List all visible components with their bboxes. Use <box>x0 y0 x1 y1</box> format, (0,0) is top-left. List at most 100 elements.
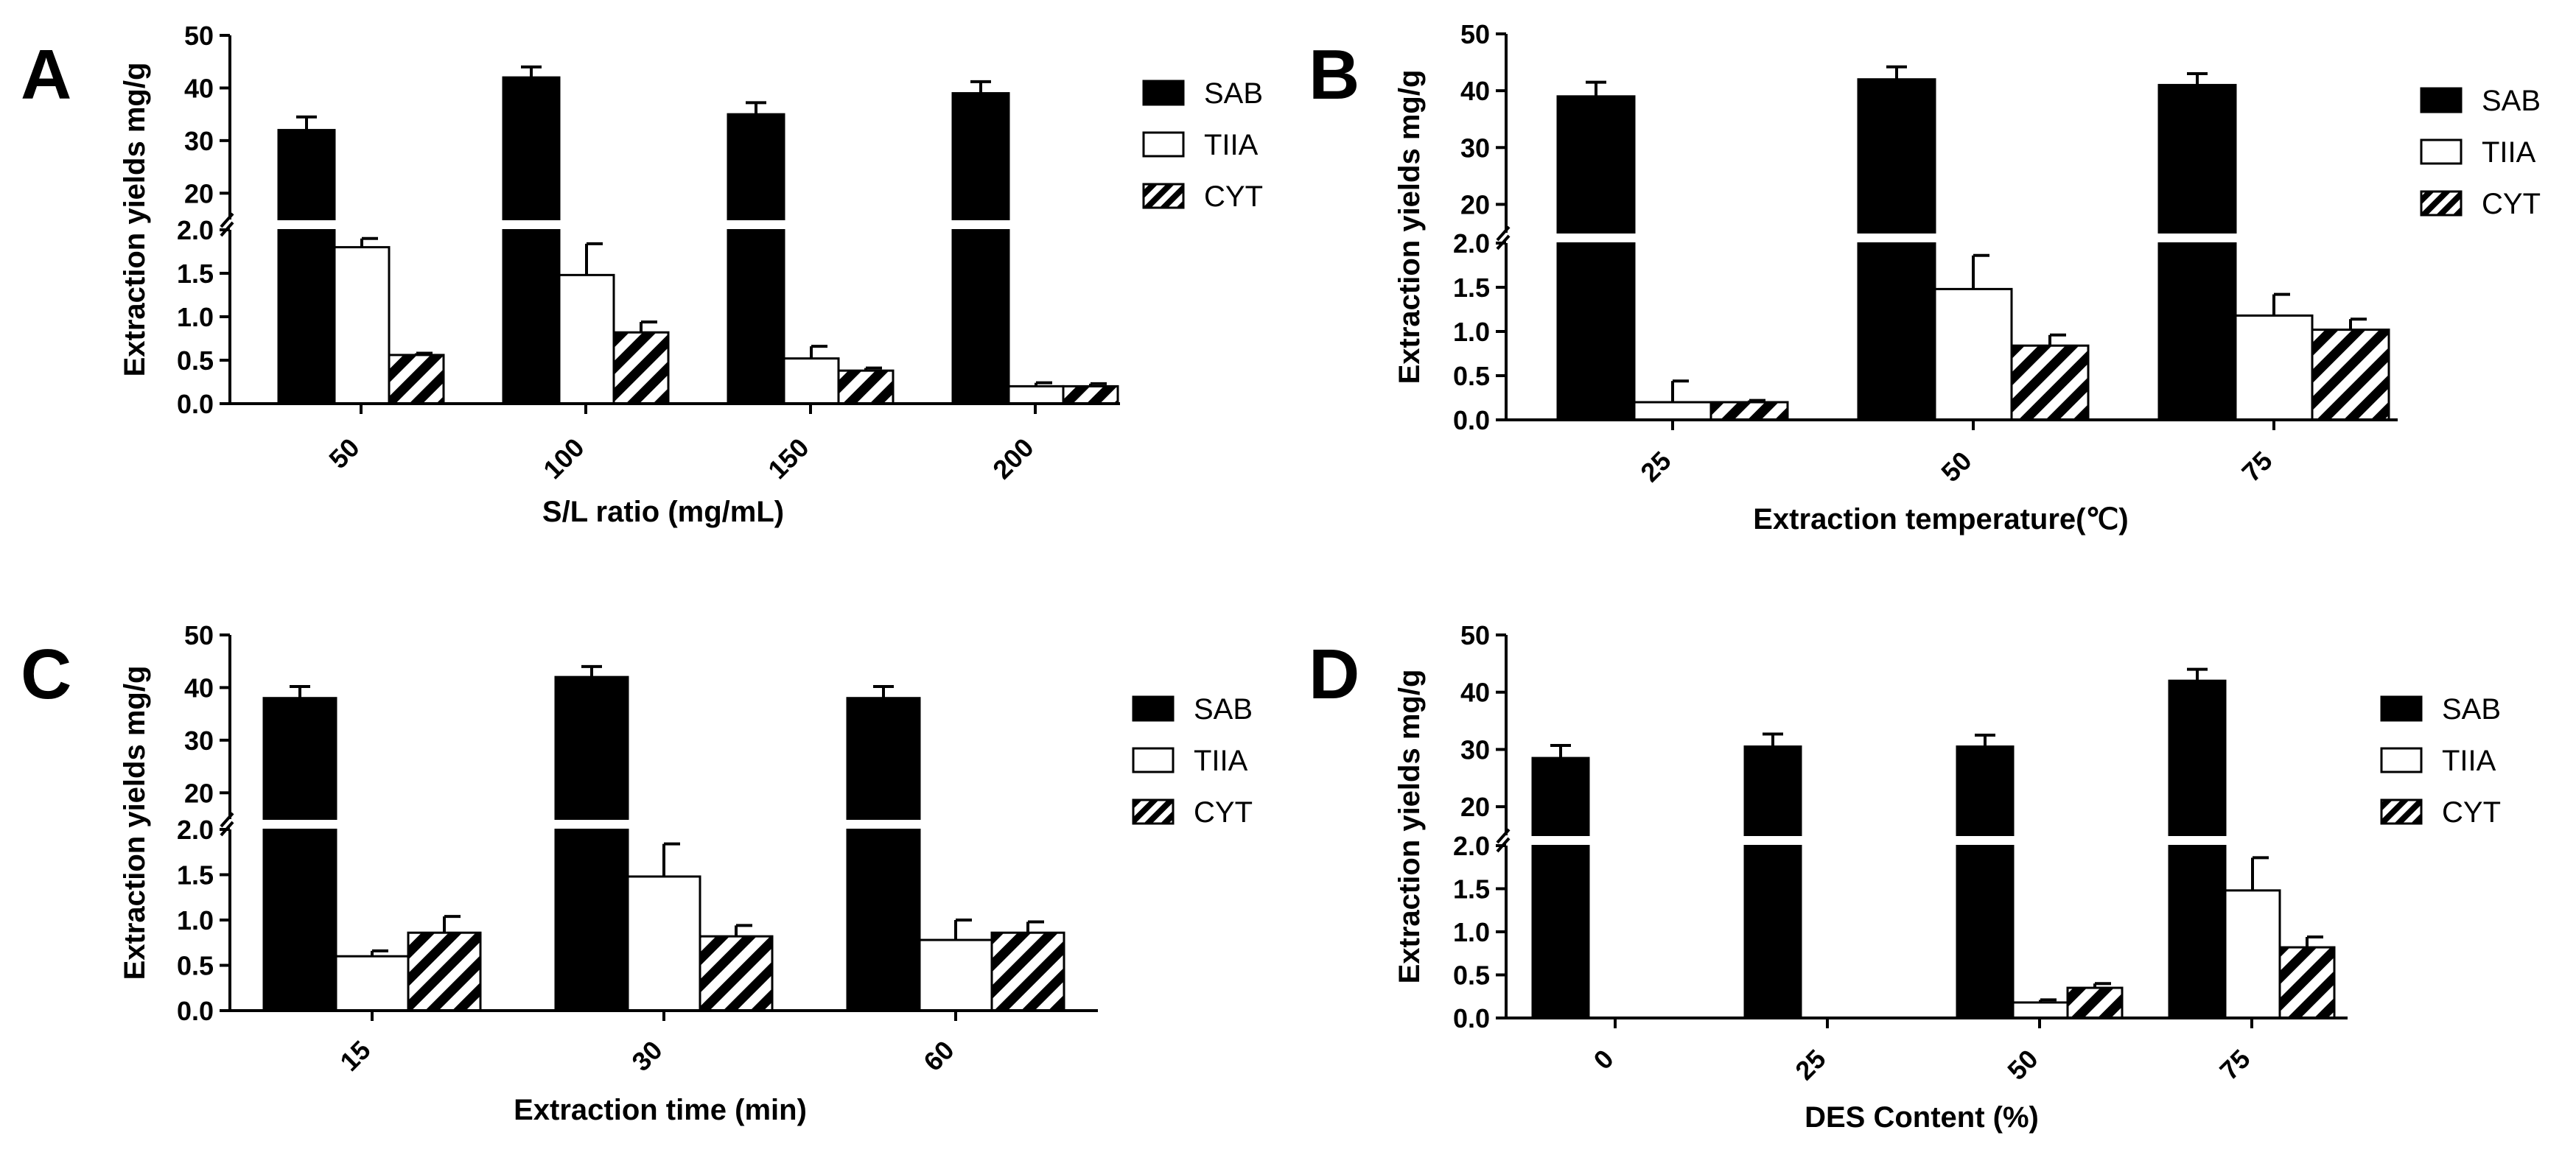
y-tick-label: 50 <box>184 620 214 650</box>
bar <box>333 246 391 405</box>
y-tick-label: 1.5 <box>177 860 214 891</box>
y-tick-label: 40 <box>1460 678 1490 708</box>
y-tick-label: 1.0 <box>177 905 214 935</box>
y-tick-label: 20 <box>1460 792 1490 822</box>
bar <box>262 697 337 821</box>
bar <box>1709 401 1789 421</box>
panel-b: B 20 30 40 50 0.0 0.5 1.0 1.5 2.0 25 50 75 Extraction… <box>1309 19 2541 536</box>
bar <box>2311 329 2390 421</box>
axis-break-gap <box>1505 234 2396 242</box>
x-tick-label: 50 <box>2001 1044 2043 1086</box>
bar <box>1857 242 1936 421</box>
bar <box>554 828 629 1012</box>
y-tick-label: 40 <box>184 673 214 703</box>
y-tick-label: 20 <box>1460 189 1490 220</box>
x-tick-label: 100 <box>537 432 589 485</box>
bar <box>2157 242 2237 421</box>
y-tick-label: 1.0 <box>177 302 214 332</box>
axis-break-mark <box>1496 828 1511 844</box>
panel-d: D 20 30 40 50 0.0 0.5 1.0 1.5 2.0 0 25 50 75 DES Conte… <box>1309 620 2501 1134</box>
x-tick-label: 25 <box>1789 1044 1831 1086</box>
bar <box>846 828 921 1012</box>
y-tick-label: 1.5 <box>177 259 214 289</box>
legend-label-tiia: TIIA <box>1194 745 1248 777</box>
y-tick-label: 0.5 <box>177 951 214 981</box>
legend-label-tiia: TIIA <box>2482 136 2536 169</box>
legend-swatch-sab <box>1132 695 1175 722</box>
legend-swatch-cyt <box>2380 798 2423 825</box>
bar <box>1062 385 1119 405</box>
y-tick-label: 2.0 <box>177 815 214 845</box>
y-tick-label: 30 <box>184 126 214 156</box>
panel-c: C 20 30 40 50 0.0 0.5 1.0 1.5 2.0 15 30 60 Extraction… <box>21 620 1253 1126</box>
legend-label-cyt: CYT <box>1204 180 1263 213</box>
y-tick-label: 30 <box>1460 734 1490 765</box>
bar <box>502 228 561 405</box>
y-tick-label: 0.0 <box>1453 405 1490 435</box>
bar <box>783 357 840 405</box>
bar <box>1857 78 1936 234</box>
bar <box>2168 679 2227 837</box>
y-tick-label: 50 <box>1460 19 1490 49</box>
legend-swatch-tiia <box>1132 747 1175 773</box>
x-tick-label: 75 <box>2213 1044 2255 1086</box>
legend-label-sab: SAB <box>2442 693 2501 726</box>
bar <box>837 369 895 405</box>
x-tick-label: 50 <box>1935 446 1977 488</box>
bar <box>554 675 629 821</box>
y-axis-label: Extraction yields mg/g <box>1393 70 1426 385</box>
legend-label-tiia: TIIA <box>2442 745 2496 777</box>
legend-label-sab: SAB <box>2482 85 2541 117</box>
y-tick-label: 50 <box>1460 620 1490 650</box>
bar <box>626 875 701 1012</box>
legend-swatch-cyt <box>1142 183 1185 209</box>
legend-label-sab: SAB <box>1194 693 1253 726</box>
x-axis-label: S/L ratio (mg/mL) <box>542 496 784 528</box>
bar <box>277 129 336 221</box>
x-tick-label: 60 <box>917 1035 959 1077</box>
bar <box>2278 946 2336 1019</box>
y-tick-label: 20 <box>184 178 214 208</box>
legend-swatch-cyt <box>1132 798 1175 825</box>
bar <box>612 331 670 405</box>
y-tick-label: 2.0 <box>1453 831 1490 861</box>
bar <box>1743 745 1802 837</box>
bar <box>1531 756 1590 837</box>
axis-break-mark <box>220 812 234 828</box>
bar <box>277 228 336 405</box>
x-tick-label: 150 <box>762 432 814 485</box>
x-tick-label: 15 <box>334 1035 376 1077</box>
y-tick-label: 30 <box>1460 133 1490 163</box>
axis-break-mark <box>1496 225 1511 242</box>
axis-break-gap <box>228 220 1119 229</box>
bar <box>727 228 785 405</box>
panel-letter: A <box>21 35 71 114</box>
bar <box>558 273 615 405</box>
bar <box>502 76 561 221</box>
bar <box>1007 385 1065 405</box>
legend-swatch-tiia <box>2420 138 2463 165</box>
axis-break-mark <box>220 212 234 228</box>
bar <box>1633 401 1712 421</box>
y-axis-label: Extraction yields mg/g <box>1393 670 1426 984</box>
y-axis-label: Extraction yields mg/g <box>119 666 151 980</box>
legend-label-sab: SAB <box>1204 77 1263 110</box>
legend-swatch-sab <box>2420 87 2463 113</box>
axis-break-gap <box>228 820 1096 829</box>
y-tick-label: 40 <box>184 73 214 103</box>
bar <box>335 955 410 1012</box>
x-axis-label: DES Content (%) <box>1805 1101 2039 1134</box>
x-tick-label: 200 <box>987 432 1039 485</box>
bar <box>1743 844 1802 1019</box>
x-axis-label: Extraction temperature(℃) <box>1753 503 2128 536</box>
y-axis-label: Extraction yields mg/g <box>119 63 151 377</box>
panel-letter: C <box>21 635 71 714</box>
bar <box>262 828 337 1012</box>
y-tick-label: 0.5 <box>1453 961 1490 991</box>
x-tick-label: 0 <box>1588 1044 1620 1075</box>
legend-label-cyt: CYT <box>2482 188 2541 220</box>
bar <box>951 228 1010 405</box>
y-tick-label: 1.5 <box>1453 273 1490 303</box>
bar <box>1556 95 1636 234</box>
